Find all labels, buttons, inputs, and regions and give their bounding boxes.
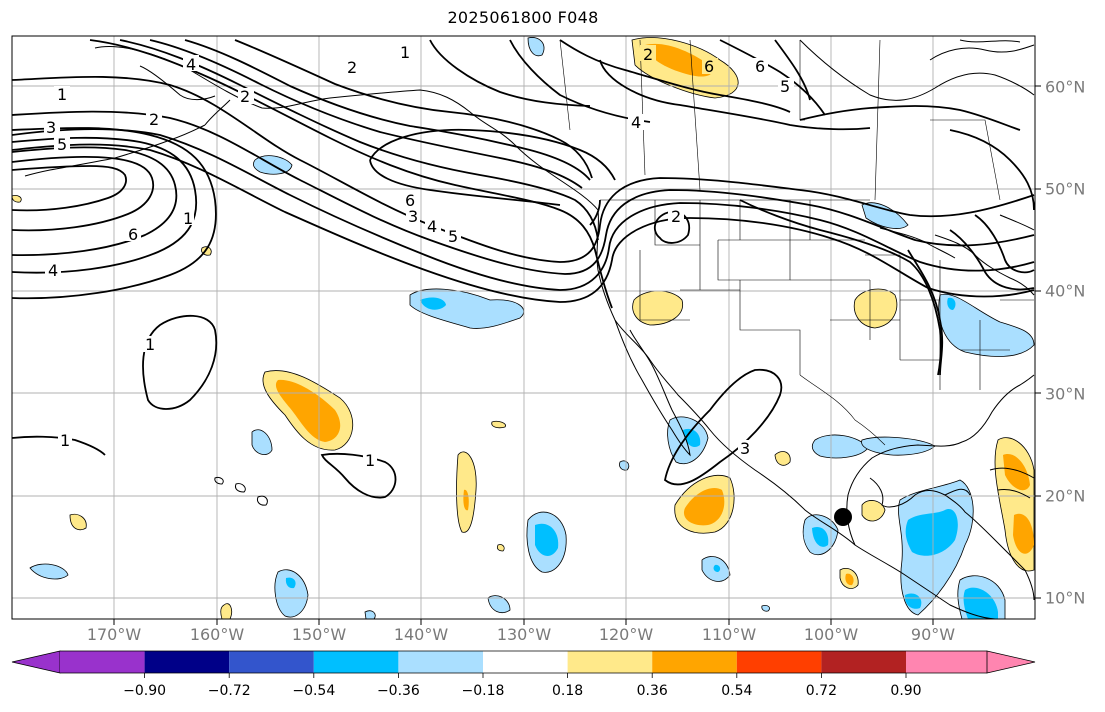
contour-label: 5 — [780, 77, 790, 96]
colorbar-extend-high — [986, 650, 1036, 674]
contour-label: 1 — [183, 209, 193, 228]
lon-label: 130°W — [496, 625, 552, 644]
contour-label: 4 — [631, 113, 641, 132]
contour-lines — [12, 39, 1035, 499]
contour-label: 4 — [186, 55, 196, 74]
contour-label: 6 — [405, 191, 415, 210]
colorbar-extend-low — [11, 650, 61, 674]
contour-label: 2 — [643, 45, 653, 64]
contour-label: 1 — [400, 43, 410, 62]
map-title: 2025061800 F048 — [447, 8, 599, 27]
lon-label: 170°W — [86, 625, 142, 644]
colorbar — [11, 650, 1036, 678]
lon-label: 100°W — [803, 625, 859, 644]
colorbar-swatch — [736, 651, 822, 673]
contour-label: 6 — [755, 57, 765, 76]
contour-label: 2 — [347, 58, 357, 77]
axis-ticks — [113, 85, 1041, 625]
colorbar-tick-label: 0.54 — [721, 683, 753, 699]
shaded-anomaly-fields — [12, 37, 1035, 619]
contour-label: 1 — [145, 335, 155, 354]
colorbar-swatch — [229, 651, 314, 673]
colorbar-swatch — [398, 651, 483, 673]
contour-label: 1 — [57, 85, 67, 104]
lat-label: 60°N — [1045, 77, 1086, 97]
colorbar-tick-label: −0.18 — [461, 683, 505, 699]
contour-label: 1 — [60, 431, 70, 450]
colorbar-swatch — [60, 651, 145, 673]
contour-label: 2 — [149, 110, 159, 129]
colorbar-tick-label: −0.72 — [207, 683, 251, 699]
contour-label: 1 — [365, 451, 375, 470]
contour-label: 3 — [408, 207, 418, 226]
map-area: 1 2 3 4 5 6 1 2 6 4 5 3 6 4 — [12, 36, 1035, 619]
coastlines — [24, 39, 1035, 619]
colorbar-tick-label: −0.90 — [123, 683, 167, 699]
colorbar-swatch — [652, 651, 737, 673]
lon-label: 140°W — [393, 625, 449, 644]
colorbar-tick-marks — [144, 673, 907, 678]
storm-center-marker — [834, 508, 852, 526]
colorbar-swatch — [567, 651, 653, 673]
colorbar-swatch — [821, 651, 906, 673]
lon-label: 160°W — [189, 625, 245, 644]
colorbar-tick-label: 0.72 — [805, 683, 837, 699]
graticule-grid — [12, 36, 1035, 619]
colorbar-tick-label: 0.36 — [636, 683, 668, 699]
lon-label: 110°W — [701, 625, 757, 644]
lat-label: 20°N — [1045, 486, 1086, 506]
colorbar-swatch — [906, 651, 987, 673]
lon-label: 90°W — [910, 625, 956, 644]
contour-label-group: 1 2 3 4 5 6 1 2 6 4 5 3 6 4 — [44, 43, 794, 470]
lat-label: 30°N — [1045, 384, 1086, 404]
contour-label: 6 — [704, 57, 714, 76]
colorbar-swatch — [313, 651, 399, 673]
colorbar-tick-label: −0.54 — [292, 683, 336, 699]
contour-label: 2 — [240, 87, 250, 106]
lat-label: 40°N — [1045, 281, 1086, 301]
contour-label: 5 — [57, 135, 67, 154]
contour-label: 2 — [671, 207, 681, 226]
colorbar-tick-label: 0.18 — [552, 683, 584, 699]
contour-label: 6 — [128, 225, 138, 244]
lon-label: 120°W — [598, 625, 654, 644]
colorbar-tick-label: −0.36 — [376, 683, 420, 699]
colorbar-swatch — [144, 651, 230, 673]
contour-label: 3 — [46, 118, 56, 137]
contour-label: 3 — [740, 439, 750, 458]
colorbar-swatch — [483, 651, 568, 673]
lat-label: 50°N — [1045, 179, 1086, 199]
contour-label: 5 — [448, 227, 458, 246]
contour-label: 4 — [48, 261, 58, 280]
lat-label: 10°N — [1045, 588, 1086, 608]
contour-label: 4 — [427, 217, 437, 236]
lon-label: 150°W — [291, 625, 347, 644]
colorbar-tick-label: 0.90 — [890, 683, 922, 699]
